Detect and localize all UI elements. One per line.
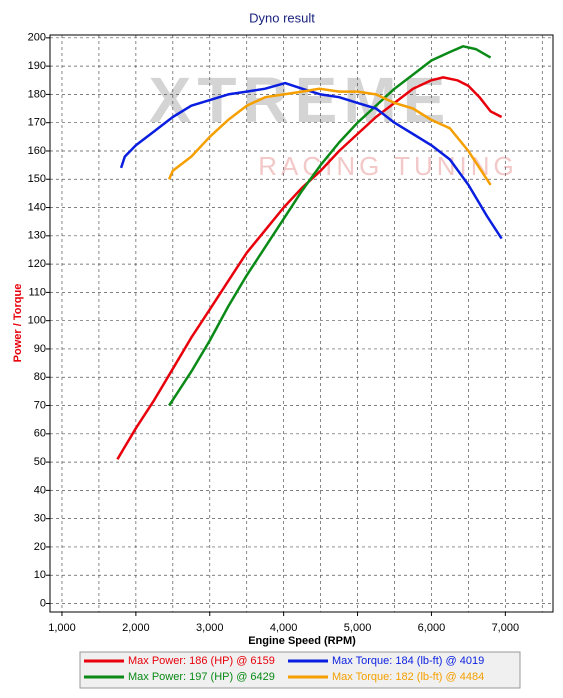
y-tick-label: 50	[34, 456, 46, 468]
plot-border	[49, 34, 554, 613]
x-tick-label: 1,000	[48, 622, 76, 634]
chart-title: Dyno result	[249, 10, 315, 25]
y-tick-label: 150	[28, 173, 46, 185]
y-tick-label: 40	[34, 484, 46, 496]
legend-items: Max Power: 186 (HP) @ 6159 Max Power: 197…	[84, 655, 484, 683]
y-tick-label: 180	[28, 88, 46, 100]
y-tick-label: 60	[34, 428, 46, 440]
x-tick-label: 4,000	[270, 622, 298, 634]
legend	[79, 651, 521, 689]
legend-label: Max Power: 186 (HP) @ 6159	[128, 655, 275, 667]
legend-label: Max Torque: 184 (lb-ft) @ 4019	[332, 655, 484, 667]
grid: 0 10 20 30 40 50 60 70 80 90 100 110 120 130 140 150 160…	[28, 32, 553, 634]
y-tick-label: 190	[28, 60, 46, 72]
y-tick-label: 160	[28, 145, 46, 157]
y-tick-label: 120	[28, 258, 46, 270]
x-tick-label: 3,000	[196, 622, 224, 634]
y-tick-label: 140	[28, 201, 46, 213]
plot-area	[49, 34, 554, 613]
x-axis-title: Engine Speed (RPM)	[248, 635, 356, 647]
y-tick-label: 130	[28, 230, 46, 242]
x-tick-label: 5,000	[344, 622, 372, 634]
x-tick-label: 6,000	[418, 622, 446, 634]
y-tick-label: 100	[28, 315, 46, 327]
y-tick-label: 170	[28, 117, 46, 129]
legend-label: Max Torque: 182 (lb-ft) @ 4484	[332, 671, 484, 683]
y-tick-label: 20	[34, 541, 46, 553]
y-tick-label: 90	[34, 343, 46, 355]
power-torque-line	[167, 87, 492, 186]
y-tick-label: 200	[28, 32, 46, 44]
x-tick-label: 7,000	[492, 622, 520, 634]
power-torque-line	[116, 76, 503, 460]
y-axis-title: Power / Torque	[12, 284, 24, 363]
power-torque-line	[168, 45, 492, 407]
y-tick-label: 30	[34, 513, 46, 525]
y-tick-label: 70	[34, 399, 46, 411]
x-tick-label: 2,000	[122, 622, 150, 634]
power-torque-line	[119, 81, 503, 240]
y-tick-label: 80	[34, 371, 46, 383]
y-tick-label: 10	[34, 569, 46, 581]
legend-label: Max Power: 197 (HP) @ 6429	[128, 671, 275, 683]
lines	[116, 45, 503, 460]
watermark-logo: XTREME	[149, 64, 452, 136]
y-tick-label: 110	[28, 286, 46, 298]
y-tick-label: 0	[40, 597, 46, 609]
